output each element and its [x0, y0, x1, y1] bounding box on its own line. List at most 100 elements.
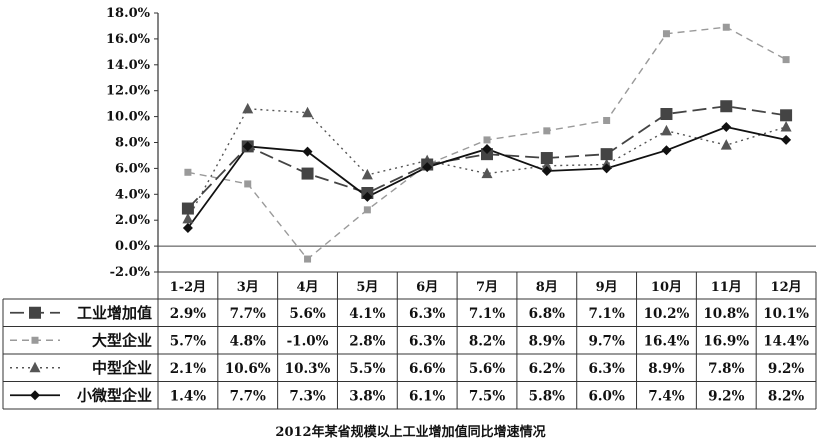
data-point: [362, 191, 373, 202]
data-point: [662, 30, 670, 38]
legend-marker: [30, 390, 40, 401]
data-label: 5.6%: [289, 306, 325, 322]
data-label: 7.1%: [588, 306, 624, 322]
data-label: 10.8%: [703, 306, 749, 322]
data-label: 7.5%: [469, 388, 505, 404]
data-point: [302, 106, 314, 118]
series-line: [187, 108, 787, 220]
data-point: [481, 167, 493, 179]
y-tick-label: 16.0%: [106, 32, 151, 47]
data-point: [782, 56, 790, 64]
data-label: 14.4%: [763, 333, 809, 349]
data-label: 5.7%: [170, 333, 206, 349]
data-label: 2.8%: [349, 333, 385, 349]
y-tick-label: 0.0%: [115, 239, 151, 254]
legend-label: 工业增加值: [77, 304, 152, 322]
data-point: [721, 121, 732, 132]
data-label: 8.9%: [648, 361, 684, 377]
category-label: 9月: [596, 280, 618, 295]
data-point: [482, 143, 492, 154]
data-label: 7.7%: [230, 306, 266, 322]
data-label: 6.0%: [588, 388, 624, 404]
data-point: [780, 109, 793, 122]
category-label: 10月: [651, 280, 682, 295]
y-tick-label: 18.0%: [106, 6, 151, 21]
data-point: [603, 116, 611, 124]
data-point: [181, 202, 194, 215]
data-label: 9.2%: [768, 361, 804, 377]
data-point: [182, 222, 193, 233]
data-point: [660, 108, 673, 121]
category-label: 11月: [711, 280, 742, 295]
data-label: 6.3%: [588, 361, 624, 377]
data-label: 6.2%: [529, 361, 565, 377]
data-point: [302, 146, 313, 157]
data-label: 10.6%: [225, 361, 271, 377]
data-label: 2.9%: [170, 306, 206, 322]
data-label: 8.9%: [529, 333, 565, 349]
data-label: 1.4%: [170, 388, 206, 404]
data-label: 9.2%: [708, 388, 744, 404]
data-point: [543, 127, 551, 135]
category-label: 8月: [536, 280, 558, 295]
y-tick-label: 4.0%: [115, 187, 151, 202]
category-label: 6月: [416, 280, 438, 295]
data-point: [720, 100, 733, 113]
data-point: [422, 162, 433, 173]
category-label: 1-2月: [170, 280, 207, 295]
data-label: 6.6%: [409, 361, 445, 377]
y-tick-label: 14.0%: [106, 58, 151, 73]
data-point: [780, 120, 792, 132]
category-label: 7月: [476, 280, 498, 295]
data-label: 10.1%: [763, 306, 809, 322]
data-label: -1.0%: [287, 333, 329, 349]
data-label: 9.7%: [588, 333, 624, 349]
legend-marker: [29, 361, 41, 373]
data-point: [242, 141, 253, 152]
y-tick-label: 12.0%: [106, 84, 151, 99]
data-label: 6.1%: [409, 388, 445, 404]
data-label: 10.3%: [285, 361, 331, 377]
data-point: [483, 136, 491, 144]
data-label: 16.4%: [644, 333, 690, 349]
data-label: 7.1%: [469, 306, 505, 322]
y-tick-label: 6.0%: [115, 161, 151, 176]
legend-marker: [31, 336, 39, 344]
legend-marker: [29, 306, 41, 319]
y-tick-label: -2.0%: [110, 265, 151, 280]
data-label: 5.8%: [529, 388, 565, 404]
data-point: [361, 168, 373, 180]
data-label: 4.8%: [230, 333, 266, 349]
data-point: [600, 148, 613, 161]
data-label: 7.3%: [289, 388, 325, 404]
data-label: 4.1%: [349, 306, 385, 322]
data-point: [304, 255, 312, 263]
data-label: 3.8%: [349, 388, 385, 404]
data-label: 2.1%: [170, 361, 206, 377]
data-point: [242, 102, 254, 114]
data-point: [541, 165, 552, 176]
data-label: 5.6%: [469, 361, 505, 377]
data-point: [363, 206, 371, 214]
data-label: 6.3%: [409, 306, 445, 322]
data-label: 6.8%: [529, 306, 565, 322]
data-label: 7.7%: [230, 388, 266, 404]
data-point: [541, 159, 553, 171]
data-label: 16.9%: [703, 333, 749, 349]
data-point: [184, 168, 192, 176]
data-point: [661, 145, 672, 156]
data-label: 8.2%: [469, 333, 505, 349]
data-label: 6.3%: [409, 333, 445, 349]
legend-label: 中型企业: [92, 359, 152, 377]
data-label: 5.5%: [349, 361, 385, 377]
data-point: [720, 139, 732, 150]
data-label: 7.4%: [648, 388, 684, 404]
category-label: 5月: [356, 280, 378, 295]
legend-label: 小微型企业: [77, 386, 152, 404]
data-label: 10.2%: [644, 306, 690, 322]
y-tick-label: 10.0%: [106, 110, 151, 125]
data-label: 8.2%: [768, 388, 804, 404]
chart-title: 2012年某省规模以上工业增加值同比增速情况: [275, 425, 546, 440]
category-label: 3月: [237, 280, 259, 295]
